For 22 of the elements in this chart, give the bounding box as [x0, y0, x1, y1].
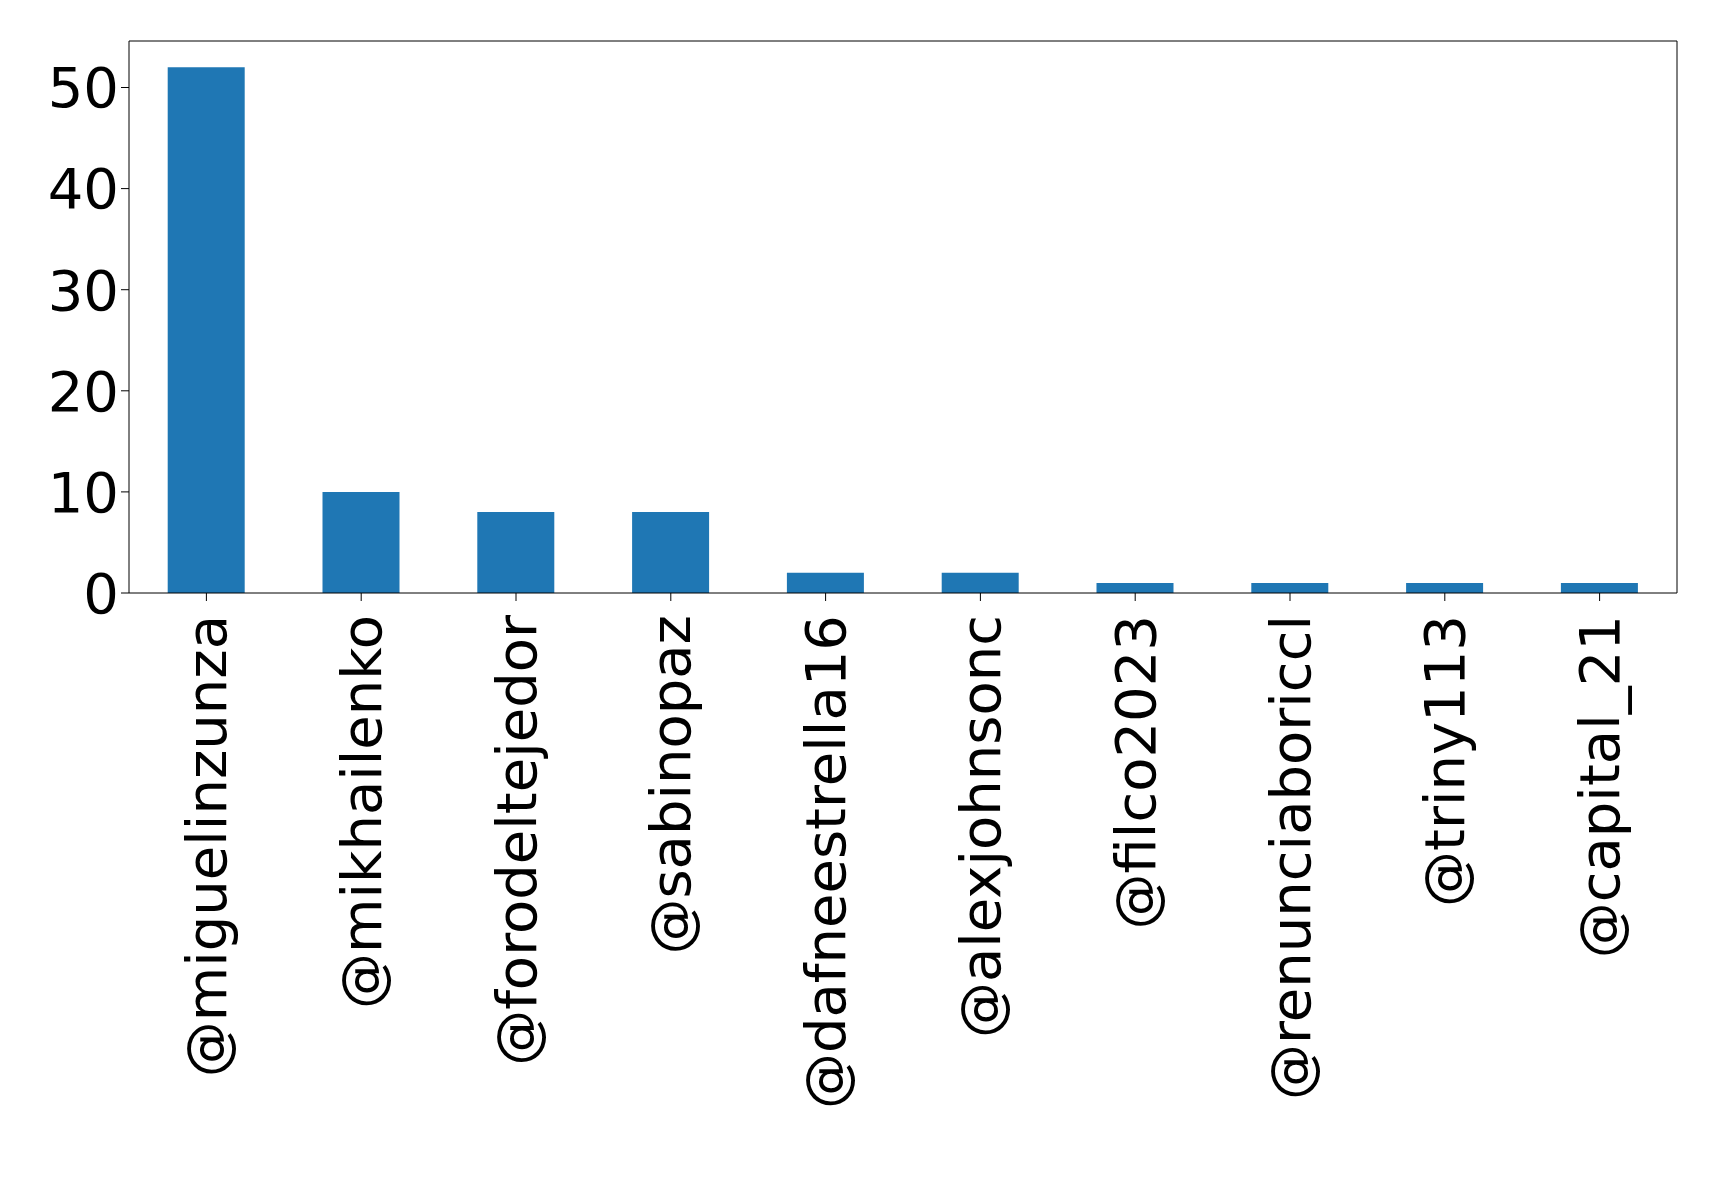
y-tick-label: 50: [47, 55, 119, 121]
y-tick-label: 10: [47, 459, 119, 525]
bar: [167, 67, 245, 593]
x-tick-label: @filco2023: [1102, 615, 1168, 930]
bar: [786, 572, 864, 593]
y-tick-label: 0: [83, 560, 119, 626]
x-tick-label: @capital_21: [1567, 615, 1633, 959]
x-tick-label: @renunciaboriccl: [1257, 615, 1323, 1100]
bar: [632, 512, 710, 593]
x-tick-label: @alexjohnsonc: [948, 615, 1013, 1039]
x-tick-label: @miguelinzunza: [174, 615, 239, 1078]
bar: [941, 572, 1019, 593]
x-tick-label: @triny113: [1412, 615, 1478, 908]
bar: [322, 491, 400, 593]
x-tick-label: @forodeltejedor: [483, 614, 549, 1066]
y-tick-label: 40: [47, 156, 119, 222]
x-tick-label: @sabinopaz: [638, 615, 704, 955]
x-tick-label: @dafneestrella16: [793, 615, 859, 1110]
x-tick-label: @mikhailenko: [328, 615, 394, 1010]
y-tick-label: 20: [47, 358, 119, 424]
y-tick-label: 30: [47, 257, 119, 323]
bar: [477, 512, 555, 593]
